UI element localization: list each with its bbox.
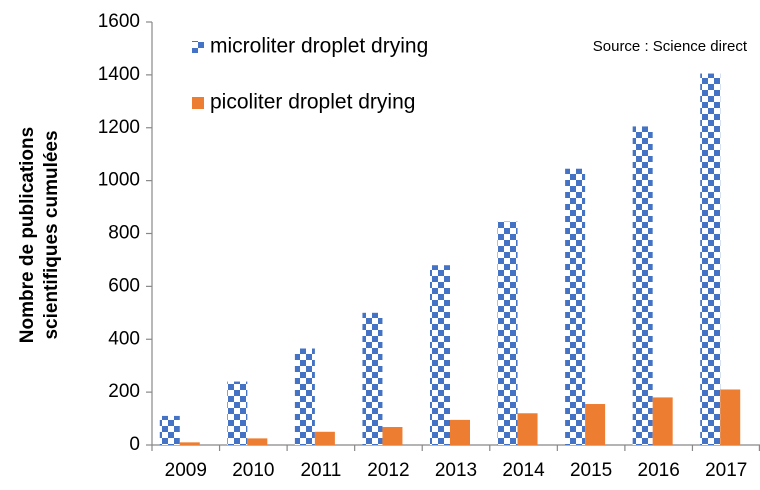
legend-label: picoliter droplet drying (210, 91, 415, 114)
y-tick-label: 1200 (98, 117, 140, 138)
bar (565, 168, 586, 445)
bar (517, 413, 538, 445)
bar (430, 265, 450, 445)
bar (314, 431, 335, 445)
bar (585, 404, 606, 445)
bar (720, 389, 741, 445)
x-tick-label: 2014 (502, 460, 545, 481)
x-tick-label: 2011 (300, 460, 341, 481)
bar (227, 381, 248, 445)
x-tick-label: 2010 (232, 460, 274, 481)
bar (497, 221, 518, 445)
bar (700, 73, 721, 445)
bar (450, 419, 470, 445)
y-tick-label: 200 (108, 381, 140, 402)
bar (179, 442, 200, 445)
legend-label: microliter droplet drying (210, 35, 428, 58)
y-tick-label: 800 (108, 223, 140, 244)
x-tick-label: 2009 (165, 460, 207, 481)
y-axis-label: Nombre de publications scientifiques cum… (17, 127, 62, 343)
y-tick-label: 1400 (98, 64, 140, 85)
x-tick-label: 2016 (638, 460, 680, 481)
legend-swatch (192, 97, 204, 109)
y-axis-label-line: scientifiques cumulées (41, 130, 62, 339)
bar (632, 126, 653, 445)
bar (159, 415, 180, 445)
annotation: Source : Science direct (593, 38, 748, 55)
y-tick-label: 400 (108, 328, 140, 349)
y-tick-label: 0 (129, 434, 140, 455)
x-tick-label: 2013 (435, 460, 477, 481)
x-tick-label: 2017 (705, 460, 747, 481)
bar (294, 348, 315, 445)
bar (362, 312, 383, 445)
bar (247, 438, 268, 445)
y-axis-label-line: Nombre de publications (17, 127, 38, 343)
x-tick-label: 2012 (367, 460, 409, 481)
y-tick-label: 1000 (98, 170, 140, 191)
x-tick-label: 2015 (570, 460, 612, 481)
bar (382, 427, 403, 445)
y-tick-label: 1600 (98, 11, 140, 32)
bar (652, 397, 673, 445)
legend-swatch (192, 41, 204, 53)
y-tick-label: 600 (108, 275, 140, 296)
